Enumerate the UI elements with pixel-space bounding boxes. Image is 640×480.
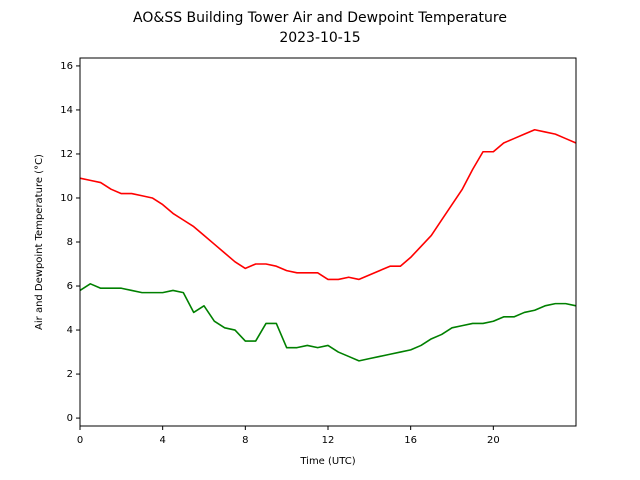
- y-tick-label: 14: [60, 105, 73, 116]
- y-tick-label: 4: [67, 325, 73, 336]
- y-tick-label: 12: [60, 149, 73, 160]
- x-tick-label: 16: [404, 435, 417, 446]
- y-tick-label: 16: [60, 61, 73, 72]
- x-axis-label: Time (UTC): [299, 456, 355, 467]
- data-line: [79, 128, 577, 281]
- y-tick-label: 10: [60, 193, 73, 204]
- y-tick-label: 0: [67, 413, 73, 424]
- y-tick-label: 2: [67, 369, 73, 380]
- y-tick-label: 8: [67, 237, 73, 248]
- y-axis-label: Air and Dewpoint Temperature (°C): [34, 154, 45, 330]
- y-tick-label: 6: [67, 281, 73, 292]
- x-tick-label: 12: [322, 435, 335, 446]
- chart-subtitle: 2023-10-15: [279, 30, 360, 46]
- x-tick-label: 4: [159, 435, 165, 446]
- plot-frame: [79, 57, 577, 427]
- data-line: [79, 283, 577, 362]
- chart-title: AO&SS Building Tower Air and Dewpoint Te…: [133, 10, 507, 26]
- x-tick-label: 20: [487, 435, 500, 446]
- x-tick-label: 8: [242, 435, 248, 446]
- x-tick-label: 0: [77, 435, 83, 446]
